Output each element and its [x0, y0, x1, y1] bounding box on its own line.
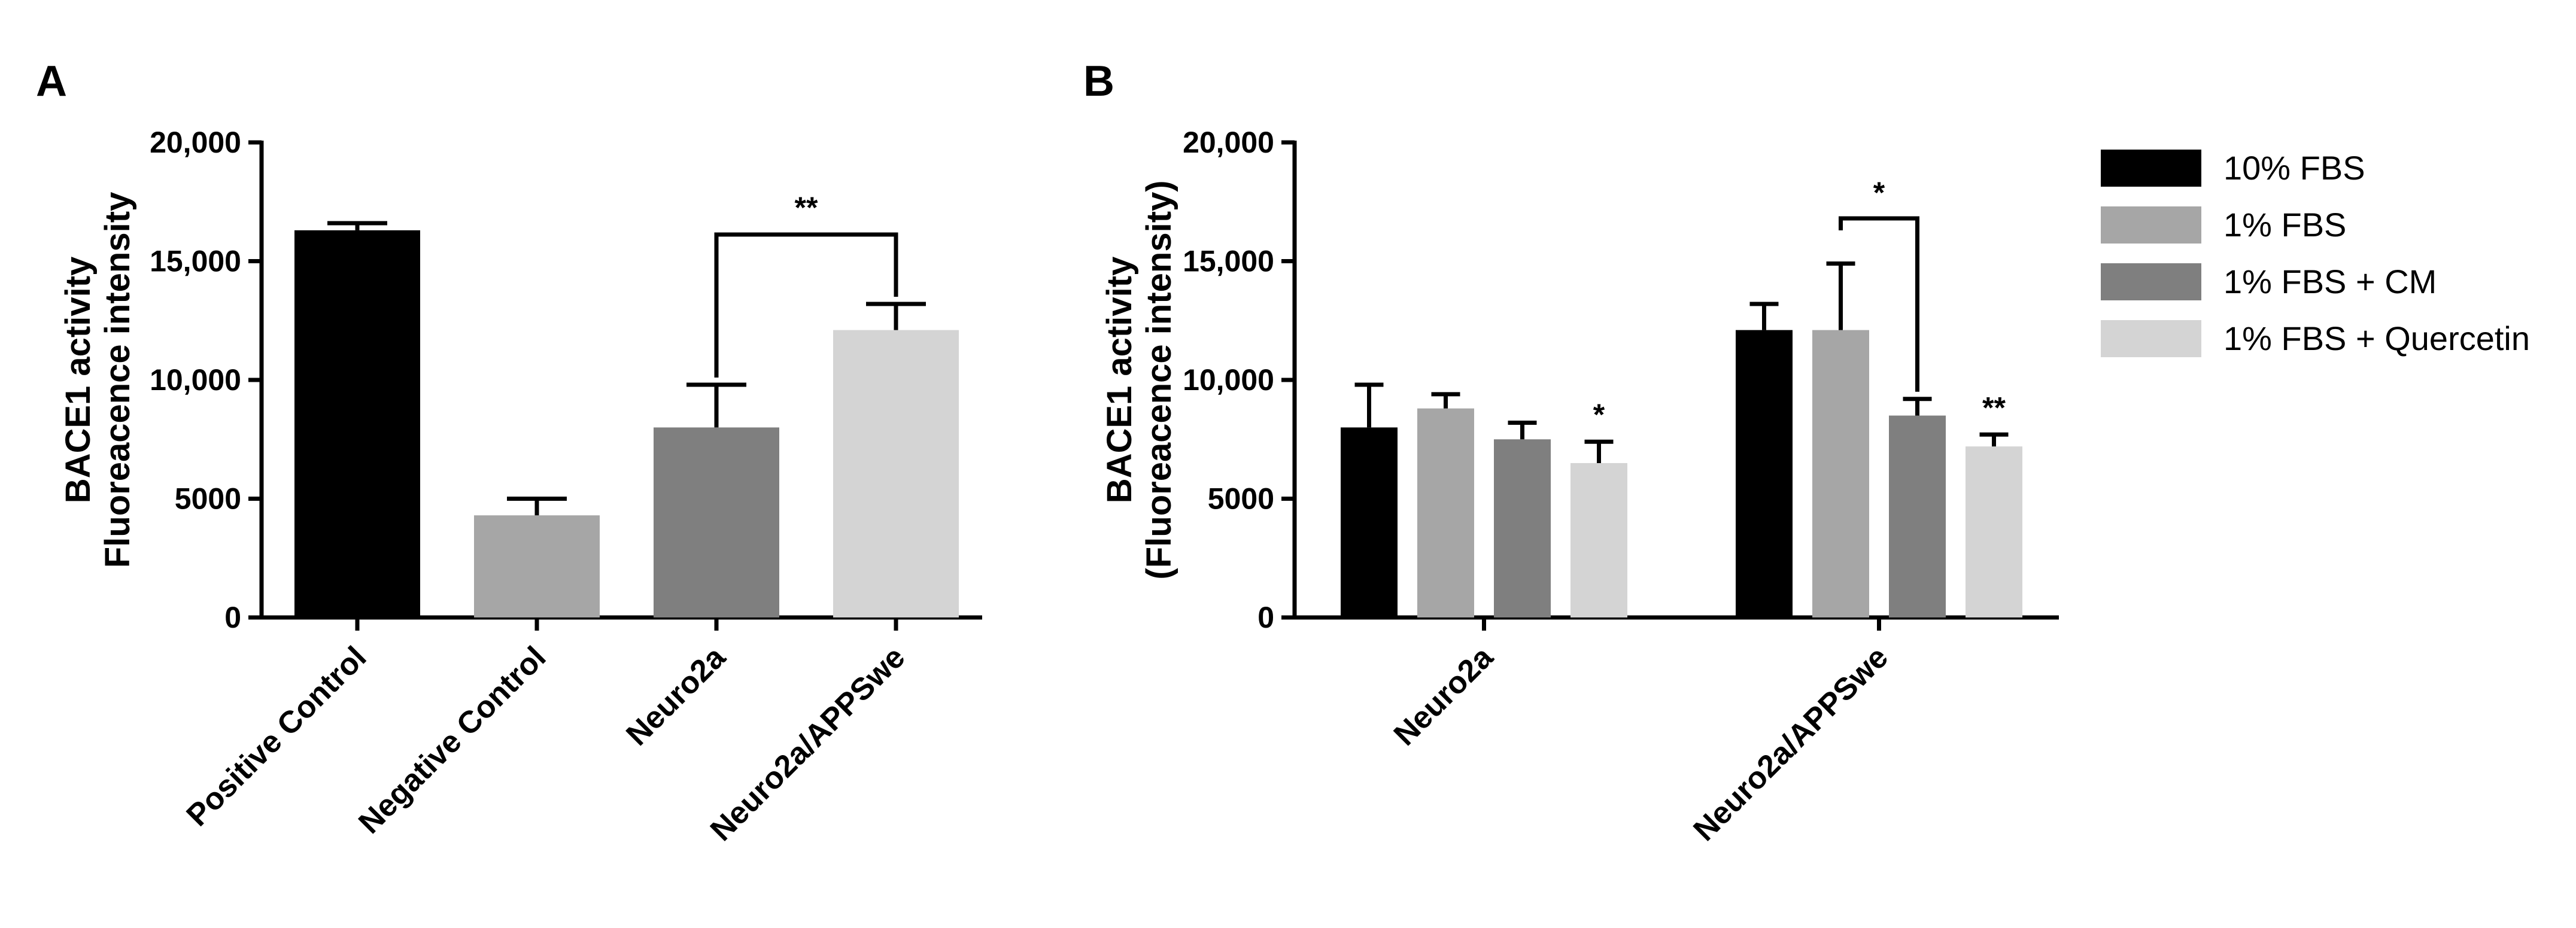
- x-tick-label: Neuro2a: [1387, 640, 1500, 753]
- y-tick-label: 0: [1257, 601, 1274, 634]
- y-axis-label-line: BACE1 activity: [1100, 257, 1139, 504]
- legend-label: 1% FBS: [2223, 206, 2346, 244]
- y-axis-label-line: (Fluoreacence intensity): [1140, 180, 1178, 579]
- panel-b-letter: B: [1083, 57, 1114, 105]
- y-tick-label: 10,000: [150, 363, 241, 397]
- x-tick-label: Neuro2a/APPSwe: [704, 640, 912, 848]
- significance-bracket: [1839, 216, 1919, 392]
- legend-label: 10% FBS: [2223, 149, 2365, 187]
- legend-label: 1% FBS + Quercetin: [2223, 320, 2530, 357]
- y-tick-label: 10,000: [1183, 363, 1274, 397]
- significance-label: **: [795, 191, 818, 224]
- y-axis-label-line: BACE1 activity: [59, 257, 98, 504]
- bar: [1812, 330, 1869, 617]
- significance-bracket: [714, 232, 898, 378]
- legend-swatch: [2101, 263, 2201, 300]
- chart-b-legend: 10% FBS 1% FBS 1% FBS + CM 1% FBS + Quercet…: [2101, 149, 2530, 357]
- y-tick-label: 20,000: [1183, 126, 1274, 159]
- legend-swatch: [2101, 206, 2201, 244]
- significance-label: *: [1873, 176, 1885, 209]
- bar: [294, 230, 420, 617]
- y-axis-label-line: Fluoreacence intensity: [98, 192, 137, 568]
- x-tick-label: Positive Control: [180, 640, 373, 833]
- legend-swatch: [2101, 320, 2201, 357]
- legend-label: 1% FBS + CM: [2223, 263, 2437, 300]
- bar: [1736, 330, 1793, 617]
- legend-swatch: [2101, 150, 2201, 187]
- bar: [474, 515, 600, 617]
- y-axis-label: BACE1 activityFluoreacence intensity: [59, 192, 137, 568]
- bar: [1966, 446, 2022, 617]
- y-axis-label: BACE1 activity(Fluoreacence intensity): [1100, 180, 1178, 579]
- y-tick-label: 15,000: [1183, 245, 1274, 278]
- x-tick-label: Negative Control: [352, 640, 552, 840]
- x-tick-label: Neuro2a/APPSwe: [1687, 640, 1895, 848]
- bar: [1889, 415, 1946, 617]
- y-tick-label: 15,000: [150, 245, 241, 278]
- bar: [1341, 427, 1398, 617]
- panel-a-letter: A: [36, 57, 67, 105]
- bar: [833, 330, 959, 617]
- y-tick-label: 5000: [175, 482, 241, 516]
- bar: [654, 427, 779, 617]
- chart-a: 0 5000 10,000 15,000 20,000 BACE1 activityFlu…: [59, 126, 982, 848]
- bar: [1494, 439, 1551, 617]
- bar: [1417, 408, 1474, 617]
- bar: [1570, 463, 1627, 617]
- significance-label: **: [1982, 391, 2006, 424]
- y-tick-label: 5000: [1208, 482, 1274, 516]
- y-tick-label: 0: [224, 601, 241, 634]
- y-tick-label: 20,000: [150, 126, 241, 159]
- x-tick-label: Neuro2a: [619, 640, 733, 753]
- significance-label: *: [1593, 398, 1605, 431]
